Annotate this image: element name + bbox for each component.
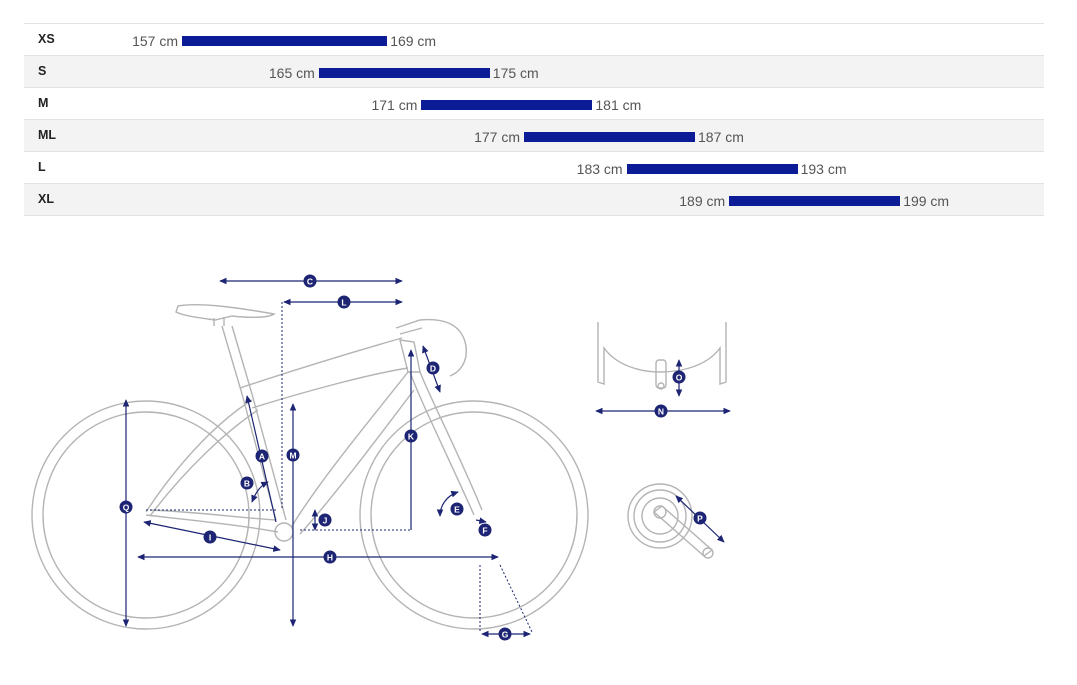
- range-min-label: 177 cm: [474, 129, 520, 145]
- svg-text:B: B: [244, 479, 250, 489]
- range-max-label: 181 cm: [595, 97, 642, 113]
- size-label: M: [38, 96, 49, 110]
- svg-text:O: O: [676, 373, 683, 383]
- svg-text:G: G: [502, 630, 509, 640]
- size-label: S: [38, 64, 47, 78]
- svg-text:A: A: [259, 452, 265, 462]
- badge-d: D: [426, 361, 440, 375]
- size-row-l: L 183 cm 193 cm: [24, 152, 1044, 184]
- range-max-label: 169 cm: [390, 33, 437, 49]
- size-label: XS: [38, 32, 55, 46]
- range-min-label: 157 cm: [132, 33, 178, 49]
- size-label: L: [38, 160, 46, 174]
- badge-a: A: [255, 449, 269, 463]
- height-range-bar: [318, 68, 490, 78]
- badge-l: L: [337, 295, 351, 309]
- svg-text:Q: Q: [123, 503, 130, 513]
- badge-g: G: [498, 627, 512, 641]
- geometry-diagram: C L D K M A B Q E J F I H G O N P: [31, 274, 731, 641]
- size-row-xl: XL 189 cm 199 cm: [24, 184, 1044, 216]
- size-label: ML: [38, 128, 57, 142]
- bike-drawing: [31, 304, 727, 630]
- size-chart: XS 157 cm 169 cm S 165 cm 175 cm M 171 cm 181 cm…: [24, 23, 1044, 216]
- badge-q: Q: [119, 500, 133, 514]
- range-min-label: 165 cm: [268, 65, 315, 81]
- range-min-label: 189 cm: [679, 193, 726, 209]
- badge-i: I: [203, 530, 217, 544]
- svg-text:D: D: [430, 364, 436, 374]
- badge-j: J: [318, 513, 332, 527]
- range-min-label: 183 cm: [576, 161, 623, 177]
- height-range-bar: [421, 100, 593, 110]
- badge-k: K: [404, 429, 418, 443]
- svg-text:L: L: [341, 298, 346, 308]
- svg-text:I: I: [209, 533, 211, 543]
- range-max-label: 187 cm: [698, 129, 744, 145]
- height-range-bar: [626, 164, 798, 174]
- size-label: XL: [38, 192, 54, 206]
- height-range-bar: [729, 196, 901, 206]
- svg-text:J: J: [323, 516, 328, 526]
- size-row-ml: ML 177 cm 187 cm: [24, 120, 1044, 152]
- svg-text:F: F: [482, 526, 487, 536]
- range-max-label: 175 cm: [492, 65, 539, 81]
- size-row-m: M 171 cm 181 cm: [24, 88, 1044, 120]
- badge-p: P: [693, 511, 707, 525]
- size-row-s: S 165 cm 175 cm: [24, 56, 1044, 88]
- range-max-label: 193 cm: [800, 161, 847, 177]
- badge-f: F: [478, 523, 492, 537]
- size-row-xs: XS 157 cm 169 cm: [24, 24, 1044, 56]
- badge-b: B: [240, 476, 254, 490]
- svg-text:P: P: [697, 514, 703, 524]
- height-range-bar: [182, 36, 388, 46]
- svg-text:H: H: [327, 553, 333, 563]
- badge-o: O: [672, 370, 686, 384]
- svg-text:E: E: [454, 505, 460, 515]
- range-min-label: 171 cm: [371, 97, 418, 113]
- dimension-lines: [122, 277, 731, 638]
- svg-text:M: M: [289, 451, 296, 461]
- range-max-label: 199 cm: [903, 193, 950, 209]
- badge-c: C: [303, 274, 317, 288]
- badge-h: H: [323, 550, 337, 564]
- badge-n: N: [654, 404, 668, 418]
- height-range-bar: [524, 132, 695, 142]
- svg-text:C: C: [307, 277, 313, 287]
- svg-text:N: N: [658, 407, 664, 417]
- badge-e: E: [450, 502, 464, 516]
- svg-text:K: K: [408, 432, 415, 442]
- badge-m: M: [286, 448, 300, 462]
